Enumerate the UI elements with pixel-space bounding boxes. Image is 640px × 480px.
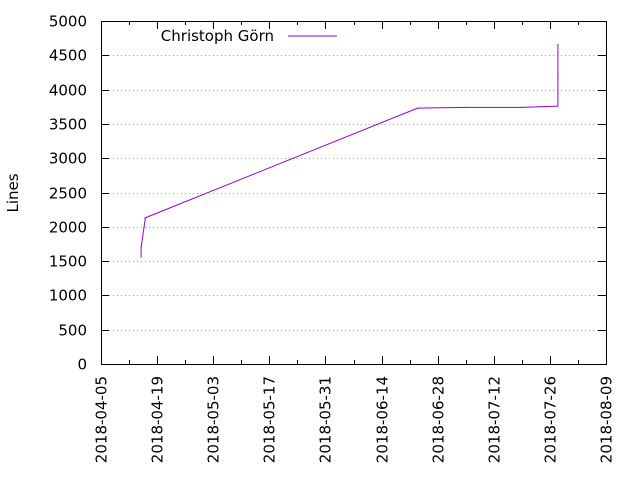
y-tick-label: 1500 xyxy=(49,253,87,271)
x-axis-tick-labels: 2018-04-05 2018-04-19 2018-05-03 2018-05-17… xyxy=(93,376,616,463)
x-tick-label: 2018-06-14 xyxy=(374,376,392,463)
x-tick-label: 2018-05-03 xyxy=(205,376,223,463)
data-point xyxy=(140,256,142,258)
y-tick-label: 500 xyxy=(58,322,87,340)
x-tick-label: 2018-08-09 xyxy=(598,376,616,463)
data-point xyxy=(557,75,559,77)
x-tick-label: 2018-04-19 xyxy=(149,376,167,463)
x-tick-label: 2018-05-17 xyxy=(261,376,279,463)
y-tick-label: 5000 xyxy=(49,13,87,31)
y-tick-label: 2000 xyxy=(49,219,87,237)
legend-label: Christoph Görn xyxy=(161,27,274,45)
y-axis-tick-labels: 0 500 1000 1500 2000 2500 3000 3500 4000 4500 5000 xyxy=(49,13,87,374)
data-point xyxy=(557,43,559,45)
data-point xyxy=(417,107,419,109)
data-point xyxy=(557,105,559,107)
data-point xyxy=(521,106,523,108)
x-tick-label: 2018-06-28 xyxy=(430,376,448,463)
axis-ticks xyxy=(101,21,607,365)
data-point xyxy=(140,246,142,248)
y-axis-label: Lines xyxy=(4,173,22,212)
y-tick-label: 3500 xyxy=(49,116,87,134)
gridlines xyxy=(101,55,606,331)
y-tick-label: 0 xyxy=(77,356,87,374)
x-tick-label: 2018-05-31 xyxy=(317,376,335,463)
series-line xyxy=(140,44,559,257)
data-point xyxy=(144,219,146,221)
x-tick-label: 2018-07-26 xyxy=(542,376,560,463)
y-tick-label: 3000 xyxy=(49,150,87,168)
data-point xyxy=(465,106,467,108)
y-tick-label: 2500 xyxy=(49,185,87,203)
legend: Christoph Görn xyxy=(161,27,337,45)
y-tick-label: 4000 xyxy=(49,82,87,100)
x-tick-label: 2018-07-12 xyxy=(486,376,504,463)
y-tick-label: 1000 xyxy=(49,287,87,305)
data-point xyxy=(144,217,146,219)
x-tick-label: 2018-04-05 xyxy=(93,376,111,463)
y-tick-label: 4500 xyxy=(49,47,87,65)
series-layer xyxy=(140,43,559,258)
